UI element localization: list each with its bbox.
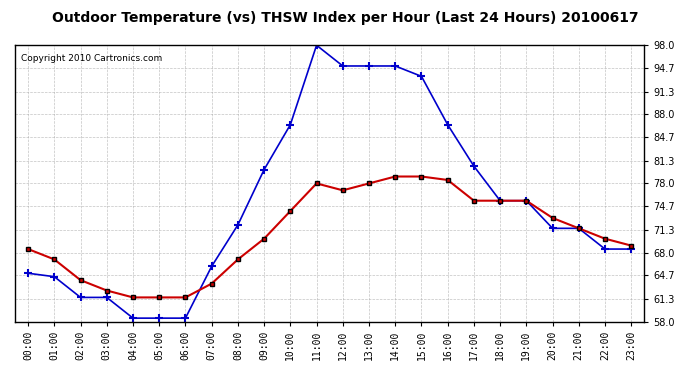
Text: Outdoor Temperature (vs) THSW Index per Hour (Last 24 Hours) 20100617: Outdoor Temperature (vs) THSW Index per … bbox=[52, 11, 638, 25]
Text: Copyright 2010 Cartronics.com: Copyright 2010 Cartronics.com bbox=[21, 54, 163, 63]
